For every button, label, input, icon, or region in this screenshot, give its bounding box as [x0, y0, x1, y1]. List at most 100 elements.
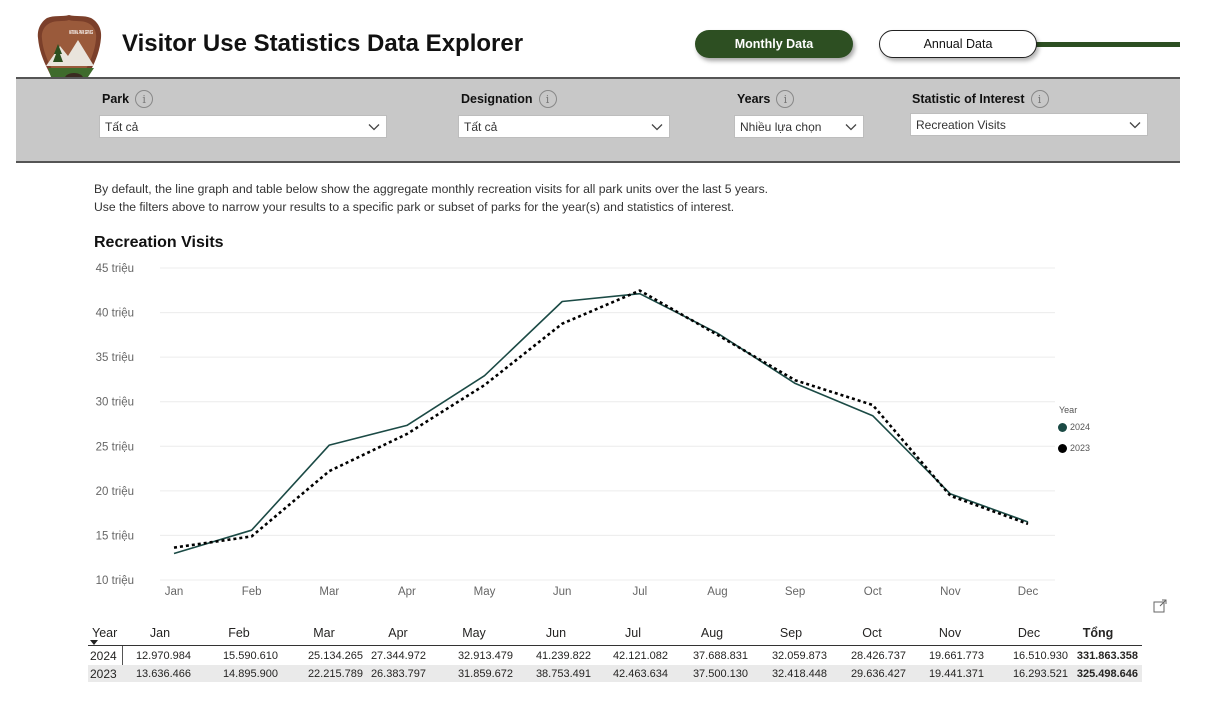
table-header-row: Year Jan Feb Mar Apr May Jun Jul Aug Sep Oct Nov De…: [88, 620, 1142, 646]
data-point-2023: [637, 288, 642, 293]
legend-dot: [1058, 443, 1067, 453]
table-row[interactable]: 2024 12.970.984 15.590.610 25.134.265 27.344…: [88, 647, 1142, 664]
table-row[interactable]: 2023 13.636.466 14.895.900 22.215.789 26.383…: [88, 665, 1142, 682]
value-cell: 15.590.610: [222, 649, 278, 662]
value-cell: 38.753.491: [535, 667, 591, 680]
x-tick-label: May: [474, 586, 496, 598]
park-dropdown-value: Tất cả: [105, 119, 139, 134]
data-point-2024: [172, 551, 177, 556]
statistic-label: Statistic of Interest: [912, 92, 1025, 106]
park-dropdown[interactable]: Tất cả: [99, 115, 387, 138]
data-point-2023: [560, 321, 565, 326]
data-point-2023: [715, 332, 720, 337]
y-tick-label: 25 triệu: [96, 441, 134, 453]
chevron-down-icon: [651, 124, 663, 131]
data-point-2023: [404, 431, 409, 436]
value-cell: 41.239.822: [535, 649, 591, 662]
value-cell: 32.418.448: [771, 667, 827, 680]
month-column-header[interactable]: May: [462, 625, 486, 640]
value-cell: 25.134.265: [307, 649, 363, 662]
years-dropdown[interactable]: Nhiều lựa chọn: [734, 115, 864, 138]
chevron-down-icon: [845, 124, 857, 131]
data-point-2024: [482, 373, 487, 378]
y-tick-label: 40 triệu: [96, 308, 134, 320]
y-tick-label: 45 triệu: [96, 263, 134, 275]
month-column-header[interactable]: Mar: [313, 625, 335, 640]
legend-item-2024[interactable]: 2024: [1058, 422, 1090, 432]
x-tick-label: Oct: [864, 586, 883, 598]
y-tick-label: 20 triệu: [96, 486, 134, 498]
value-cell: 16.510.930: [1012, 649, 1068, 662]
month-column-header[interactable]: Feb: [228, 625, 250, 640]
logo-text: NATIONAL PARK SERVICE: [69, 30, 93, 36]
statistic-filter-label: Statistic of Interest i: [912, 90, 1049, 108]
info-icon[interactable]: i: [538, 90, 557, 108]
data-point-2023: [793, 378, 798, 383]
month-column-header[interactable]: Aug: [700, 625, 724, 640]
data-point-2023: [870, 402, 875, 407]
month-column-header[interactable]: Dec: [1017, 625, 1041, 640]
chart-title: Recreation Visits: [94, 234, 224, 251]
value-cell: 22.215.789: [307, 667, 363, 680]
year-column-header[interactable]: Year: [92, 625, 118, 640]
column-divider: [122, 646, 123, 682]
value-cell: 28.426.737: [850, 649, 906, 662]
legend-item-2023[interactable]: 2023: [1058, 443, 1090, 453]
data-point-2023: [172, 545, 177, 550]
value-cell: 19.661.773: [928, 649, 984, 662]
month-column-header[interactable]: Nov: [938, 625, 962, 640]
tab-monthly-data[interactable]: Monthly Data: [695, 30, 853, 58]
x-tick-label: Feb: [242, 586, 262, 598]
series-line-2024: [173, 292, 1029, 555]
description-line-1: By default, the line graph and table bel…: [94, 182, 769, 196]
total-cell: 331.863.358: [1076, 649, 1138, 662]
tab-annual-data[interactable]: Annual Data: [879, 30, 1037, 58]
data-point-2024: [327, 443, 332, 448]
y-tick-label: 10 triệu: [96, 575, 134, 587]
month-column-header[interactable]: Jun: [545, 625, 567, 640]
sort-desc-icon[interactable]: [90, 640, 98, 645]
month-column-header[interactable]: Sep: [779, 625, 803, 640]
value-cell: 42.121.082: [612, 649, 668, 662]
legend-dot: [1058, 422, 1067, 432]
tab-underline: [1035, 42, 1180, 47]
value-cell: 32.913.479: [457, 649, 513, 662]
expand-icon[interactable]: [1153, 599, 1167, 613]
page-title: Visitor Use Statistics Data Explorer: [122, 30, 524, 57]
designation-dropdown-value: Tất cả: [464, 119, 498, 134]
statistic-dropdown[interactable]: Recreation Visits: [910, 113, 1148, 136]
data-point-2024: [560, 299, 565, 304]
info-icon[interactable]: i: [1030, 90, 1049, 108]
info-icon[interactable]: i: [776, 90, 795, 108]
legend-label: 2024: [1070, 422, 1091, 432]
designation-filter-label: Designation i: [461, 90, 557, 108]
x-tick-label: Dec: [1018, 586, 1039, 598]
data-point-2023: [948, 493, 953, 498]
year-cell: 2023: [90, 666, 117, 681]
chevron-down-icon: [368, 124, 380, 131]
info-icon[interactable]: i: [135, 90, 154, 108]
y-tick-label: 35 triệu: [96, 352, 134, 364]
designation-dropdown[interactable]: Tất cả: [458, 115, 670, 138]
y-tick-label: 15 triệu: [96, 530, 134, 542]
value-cell: 42.463.634: [612, 667, 668, 680]
years-filter-label: Years i: [737, 90, 795, 108]
x-tick-label: Apr: [398, 586, 416, 598]
month-column-header[interactable]: Apr: [388, 625, 408, 640]
year-cell: 2024: [90, 648, 117, 663]
value-cell: 14.895.900: [222, 667, 278, 680]
x-tick-label: Aug: [707, 586, 727, 598]
chevron-down-icon: [1129, 122, 1141, 129]
value-cell: 13.636.466: [135, 667, 191, 680]
value-cell: 31.859.672: [457, 667, 513, 680]
data-point-2024: [249, 528, 254, 533]
month-column-header[interactable]: Jul: [625, 625, 641, 640]
nps-arrowhead-icon: NATIONAL PARK SERVICE: [37, 15, 102, 104]
data-point-2023: [327, 469, 332, 474]
month-column-header[interactable]: Oct: [862, 625, 882, 640]
data-point-2024: [870, 413, 875, 418]
series-line-2023: [173, 289, 1029, 549]
value-cell: 37.688.831: [692, 649, 748, 662]
total-column-header[interactable]: Tổng: [1082, 625, 1114, 640]
month-column-header[interactable]: Jan: [149, 625, 171, 640]
